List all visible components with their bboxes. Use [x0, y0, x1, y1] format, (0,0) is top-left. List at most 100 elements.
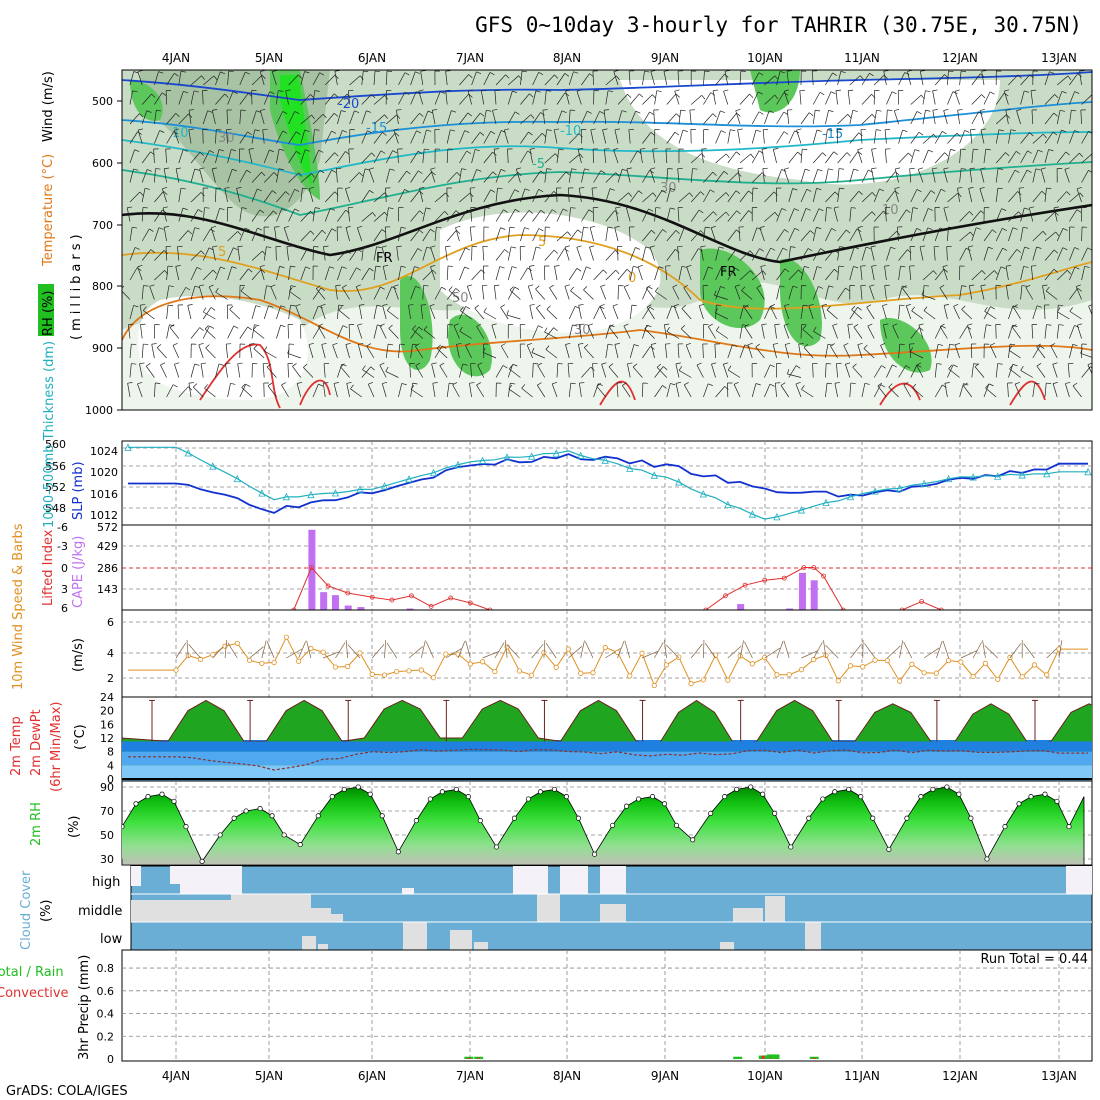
- wind-barb-flag: [704, 70, 710, 72]
- wind-barb: [385, 71, 388, 86]
- wind-barb: [751, 188, 754, 203]
- wind-barb-flag: [333, 382, 339, 384]
- wind10-tick-label: 6: [107, 616, 114, 629]
- top-date-label: 5JAN: [255, 51, 283, 65]
- wind-barb-flag: [389, 168, 395, 171]
- wind-barb: [869, 286, 875, 300]
- wind-barb: [971, 73, 981, 86]
- temp2m-tick-label: 24: [100, 691, 114, 704]
- wind-barb: [535, 288, 546, 300]
- wind-barb-flag: [826, 305, 831, 311]
- wind-barb: [237, 246, 241, 261]
- wind-barb-flag: [156, 344, 162, 348]
- wind-barb: [215, 208, 221, 222]
- wind-barb: [708, 326, 716, 339]
- thickness-marker: [184, 449, 192, 457]
- wind-barb-flag: [1084, 265, 1090, 268]
- wind-barb-flag: [308, 186, 314, 189]
- wind-barb: [1032, 345, 1041, 359]
- wind-barb-flag: [833, 206, 840, 209]
- wind-barb: [1094, 385, 1100, 397]
- wind-barb: [373, 150, 382, 164]
- wind-barb-flag: [393, 284, 399, 287]
- wind-barb-flag: [584, 344, 589, 348]
- wind-barb-flag: [834, 382, 840, 384]
- wind-barb-flag: [1016, 108, 1022, 111]
- wind-barb-flag: [916, 227, 922, 231]
- thickness-marker: [748, 510, 757, 518]
- wind-barb-flag: [647, 286, 653, 290]
- wind-barb-flag: [345, 186, 351, 189]
- lifted-index-marker: [811, 565, 817, 570]
- wind-barb: [849, 191, 860, 203]
- rh2m-marker: [806, 815, 812, 821]
- wind-barb-flag: [1010, 129, 1016, 132]
- wind-barb-flag: [590, 225, 596, 228]
- wind-barb-flag: [342, 284, 347, 288]
- wind-barb-flag: [564, 284, 570, 287]
- wind-barb: [629, 190, 639, 203]
- wind-barb: [361, 71, 364, 86]
- wind-barb: [764, 191, 775, 203]
- wind-barb: [259, 110, 265, 125]
- wind-barb: [224, 188, 228, 203]
- wind-barb: [129, 227, 133, 242]
- wind-barb-flag: [839, 246, 845, 248]
- wind-barb: [432, 383, 436, 398]
- wind10-barb: [942, 640, 949, 659]
- wind-barb: [903, 384, 912, 398]
- wind-barb: [141, 207, 144, 222]
- wind-barb-flag: [380, 150, 386, 154]
- wind-barb: [703, 71, 705, 86]
- wind-barb: [934, 189, 942, 203]
- wind-barb: [483, 171, 494, 183]
- wind-barb: [129, 71, 135, 86]
- wind-barb-flag: [774, 323, 780, 325]
- wind-barb: [544, 327, 554, 339]
- wind-barb: [714, 295, 728, 300]
- wind-barb-flag: [735, 108, 741, 112]
- wind-barb: [422, 110, 429, 125]
- wind-barb-flag: [626, 269, 631, 273]
- wind-barb-flag: [564, 248, 569, 252]
- wind-barb: [683, 384, 692, 398]
- wind-barb: [837, 114, 848, 125]
- wind-barb: [664, 344, 668, 359]
- rh2m-marker: [1016, 801, 1022, 807]
- wind-barb-flag: [845, 362, 851, 365]
- wind-barb: [141, 93, 152, 105]
- wind-barb: [262, 129, 265, 144]
- rh2m-marker: [772, 810, 778, 816]
- wind-barb: [934, 74, 945, 86]
- thickness-marker: [307, 490, 315, 499]
- wind-barb: [910, 131, 920, 144]
- bottom-date-label: 5JAN: [255, 1069, 283, 1083]
- wind-barb-flag: [883, 323, 889, 326]
- wind-barb: [1020, 150, 1028, 164]
- wind-barb: [373, 114, 385, 125]
- wind-barb: [970, 129, 973, 144]
- wind-barb: [615, 207, 619, 222]
- wind-barb-flag: [237, 231, 242, 236]
- wind-barb-flag: [646, 304, 652, 308]
- wind-barb-flag: [607, 343, 613, 346]
- wind-barb-flag: [944, 74, 949, 79]
- wind-barb-flag: [1058, 324, 1064, 326]
- wind-barb: [289, 291, 302, 300]
- wind10-barb: [531, 643, 544, 659]
- wind-barb-flag: [270, 284, 276, 287]
- wind-barb: [825, 268, 835, 281]
- wind-barb: [172, 345, 180, 359]
- wind-barb-flag: [356, 267, 361, 271]
- wind-barb-flag: [492, 171, 497, 176]
- wind-barb-flag: [1006, 284, 1012, 286]
- wind-barb: [544, 191, 555, 203]
- wind-barb: [324, 169, 332, 183]
- wind-barb: [1044, 131, 1054, 144]
- wind-barb-flag: [452, 382, 458, 386]
- wind-barb-flag: [370, 366, 375, 371]
- wind-barb-flag: [718, 246, 724, 249]
- wind-barb-flag: [205, 344, 210, 349]
- wind-barb: [357, 325, 363, 339]
- wind-barb-flag: [193, 90, 199, 93]
